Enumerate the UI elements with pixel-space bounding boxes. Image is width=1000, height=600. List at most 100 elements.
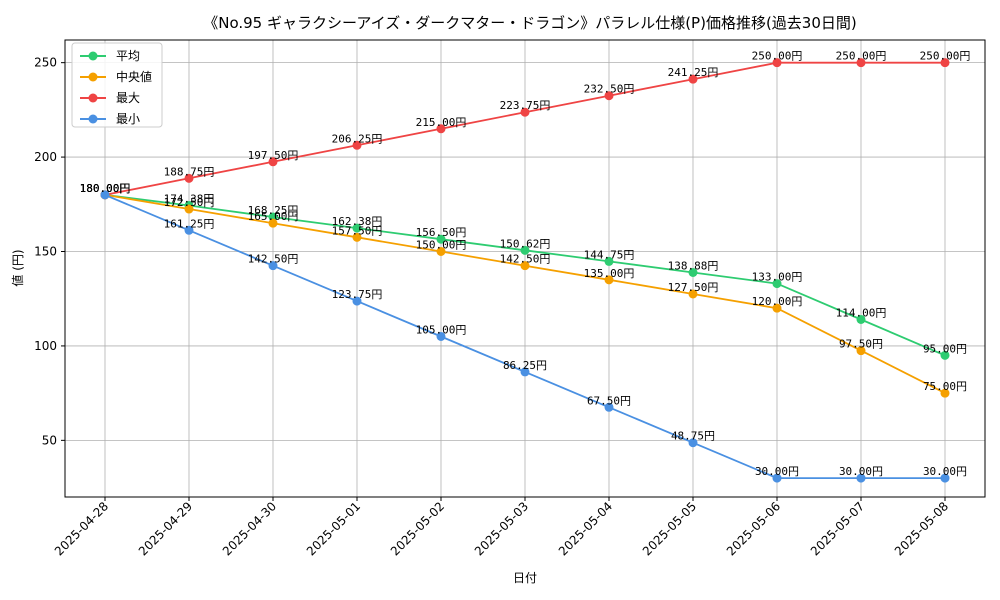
data-point <box>520 107 530 117</box>
data-point <box>352 232 362 242</box>
data-label: 48.75円 <box>671 430 715 443</box>
data-point <box>772 58 782 68</box>
data-label: 241.25円 <box>668 66 719 79</box>
data-point <box>688 268 698 278</box>
data-label: 180.00円 <box>80 182 131 195</box>
y-tick-label: 150 <box>34 245 57 259</box>
data-point <box>100 190 110 200</box>
y-axis-label: 値 (円) <box>10 249 25 286</box>
data-point <box>436 234 446 244</box>
data-label: 156.50円 <box>416 226 467 239</box>
x-tick-label: 2025-05-07 <box>808 499 867 558</box>
data-point <box>940 350 950 360</box>
x-tick-label: 2025-05-04 <box>556 499 615 558</box>
data-label: 75.00円 <box>923 380 967 393</box>
data-label: 114.00円 <box>836 306 887 319</box>
series-2 <box>100 190 950 398</box>
data-label: 232.50円 <box>584 83 635 96</box>
data-point <box>352 140 362 150</box>
legend-marker <box>88 93 98 103</box>
data-label: 30.00円 <box>839 465 883 478</box>
data-labels: 180.00円 174.38円 168.25円 162.38円 156.50円 150.6… <box>80 50 971 478</box>
legend-label: 最小 <box>116 112 140 126</box>
data-point <box>436 124 446 134</box>
data-point <box>604 275 614 285</box>
data-label: 180.00円 <box>80 182 131 195</box>
data-label: 180.00円 <box>80 182 131 195</box>
data-label: 123.75円 <box>332 288 383 301</box>
x-tick-label: 2025-05-08 <box>892 499 951 558</box>
data-point <box>268 157 278 167</box>
data-label: 157.50円 <box>332 224 383 237</box>
series-4 <box>100 190 950 483</box>
data-label: 127.50円 <box>668 281 719 294</box>
data-label: 30.00円 <box>755 465 799 478</box>
y-tick-label: 200 <box>34 150 57 164</box>
legend-label: 最大 <box>116 91 140 105</box>
x-tick-label: 2025-05-06 <box>724 499 783 558</box>
data-point <box>520 367 530 377</box>
data-point <box>856 314 866 324</box>
data-point <box>184 204 194 214</box>
data-point <box>604 91 614 101</box>
x-tick-label: 2025-05-05 <box>640 499 699 558</box>
data-label: 188.75円 <box>164 165 215 178</box>
data-label: 97.50円 <box>839 338 883 351</box>
data-point <box>940 58 950 68</box>
data-label: 174.38円 <box>164 192 215 205</box>
data-point <box>184 225 194 235</box>
data-label: 172.50円 <box>164 196 215 209</box>
x-tick-label: 2025-04-28 <box>52 499 111 558</box>
legend-entry: 最小 <box>80 112 140 126</box>
series-layer <box>100 58 950 483</box>
chart-title: 《No.95 ギャラクシーアイズ・ダークマター・ドラゴン》パラレル仕様(P)価格… <box>203 14 857 32</box>
legend-marker <box>88 51 98 61</box>
data-point <box>604 402 614 412</box>
y-tick-label: 50 <box>42 433 57 447</box>
data-point <box>520 245 530 255</box>
legend-entry: 最大 <box>80 91 140 105</box>
data-label: 197.50円 <box>248 149 299 162</box>
data-point <box>520 261 530 271</box>
data-point <box>268 261 278 271</box>
x-axis-label: 日付 <box>513 571 537 585</box>
data-label: 150.62円 <box>500 237 551 250</box>
data-point <box>604 256 614 266</box>
data-point <box>940 473 950 483</box>
x-tick-label: 2025-05-02 <box>388 499 447 558</box>
data-label: 95.00円 <box>923 342 967 355</box>
data-point <box>688 289 698 299</box>
x-tick-label: 2025-04-29 <box>136 499 195 558</box>
data-label: 250.00円 <box>752 50 803 63</box>
legend-label: 中央値 <box>116 69 152 84</box>
data-point <box>772 303 782 313</box>
data-point <box>184 173 194 183</box>
legend-entry: 中央値 <box>80 69 152 84</box>
y-axis: 50 100 150 200 250 <box>34 56 65 447</box>
data-label: 165.00円 <box>248 210 299 223</box>
data-point <box>772 279 782 289</box>
data-label: 168.25円 <box>248 204 299 217</box>
data-label: 180.00円 <box>80 182 131 195</box>
x-tick-label: 2025-05-03 <box>472 499 531 558</box>
data-label: 142.50円 <box>500 253 551 266</box>
data-label: 250.00円 <box>836 50 887 63</box>
data-point <box>436 247 446 257</box>
data-point <box>688 74 698 84</box>
data-point <box>436 331 446 341</box>
data-label: 30.00円 <box>923 465 967 478</box>
data-label: 105.00円 <box>416 323 467 336</box>
legend-label: 平均 <box>116 49 140 63</box>
legend-marker <box>88 114 98 124</box>
data-label: 142.50円 <box>248 253 299 266</box>
data-point <box>856 473 866 483</box>
x-tick-label: 2025-05-01 <box>304 499 363 558</box>
data-label: 135.00円 <box>584 267 635 280</box>
data-point <box>772 473 782 483</box>
data-label: 162.38円 <box>332 215 383 228</box>
y-tick-label: 250 <box>34 56 57 70</box>
legend-marker <box>88 72 98 82</box>
data-label: 144.75円 <box>584 248 635 261</box>
data-label: 161.25円 <box>164 217 215 230</box>
